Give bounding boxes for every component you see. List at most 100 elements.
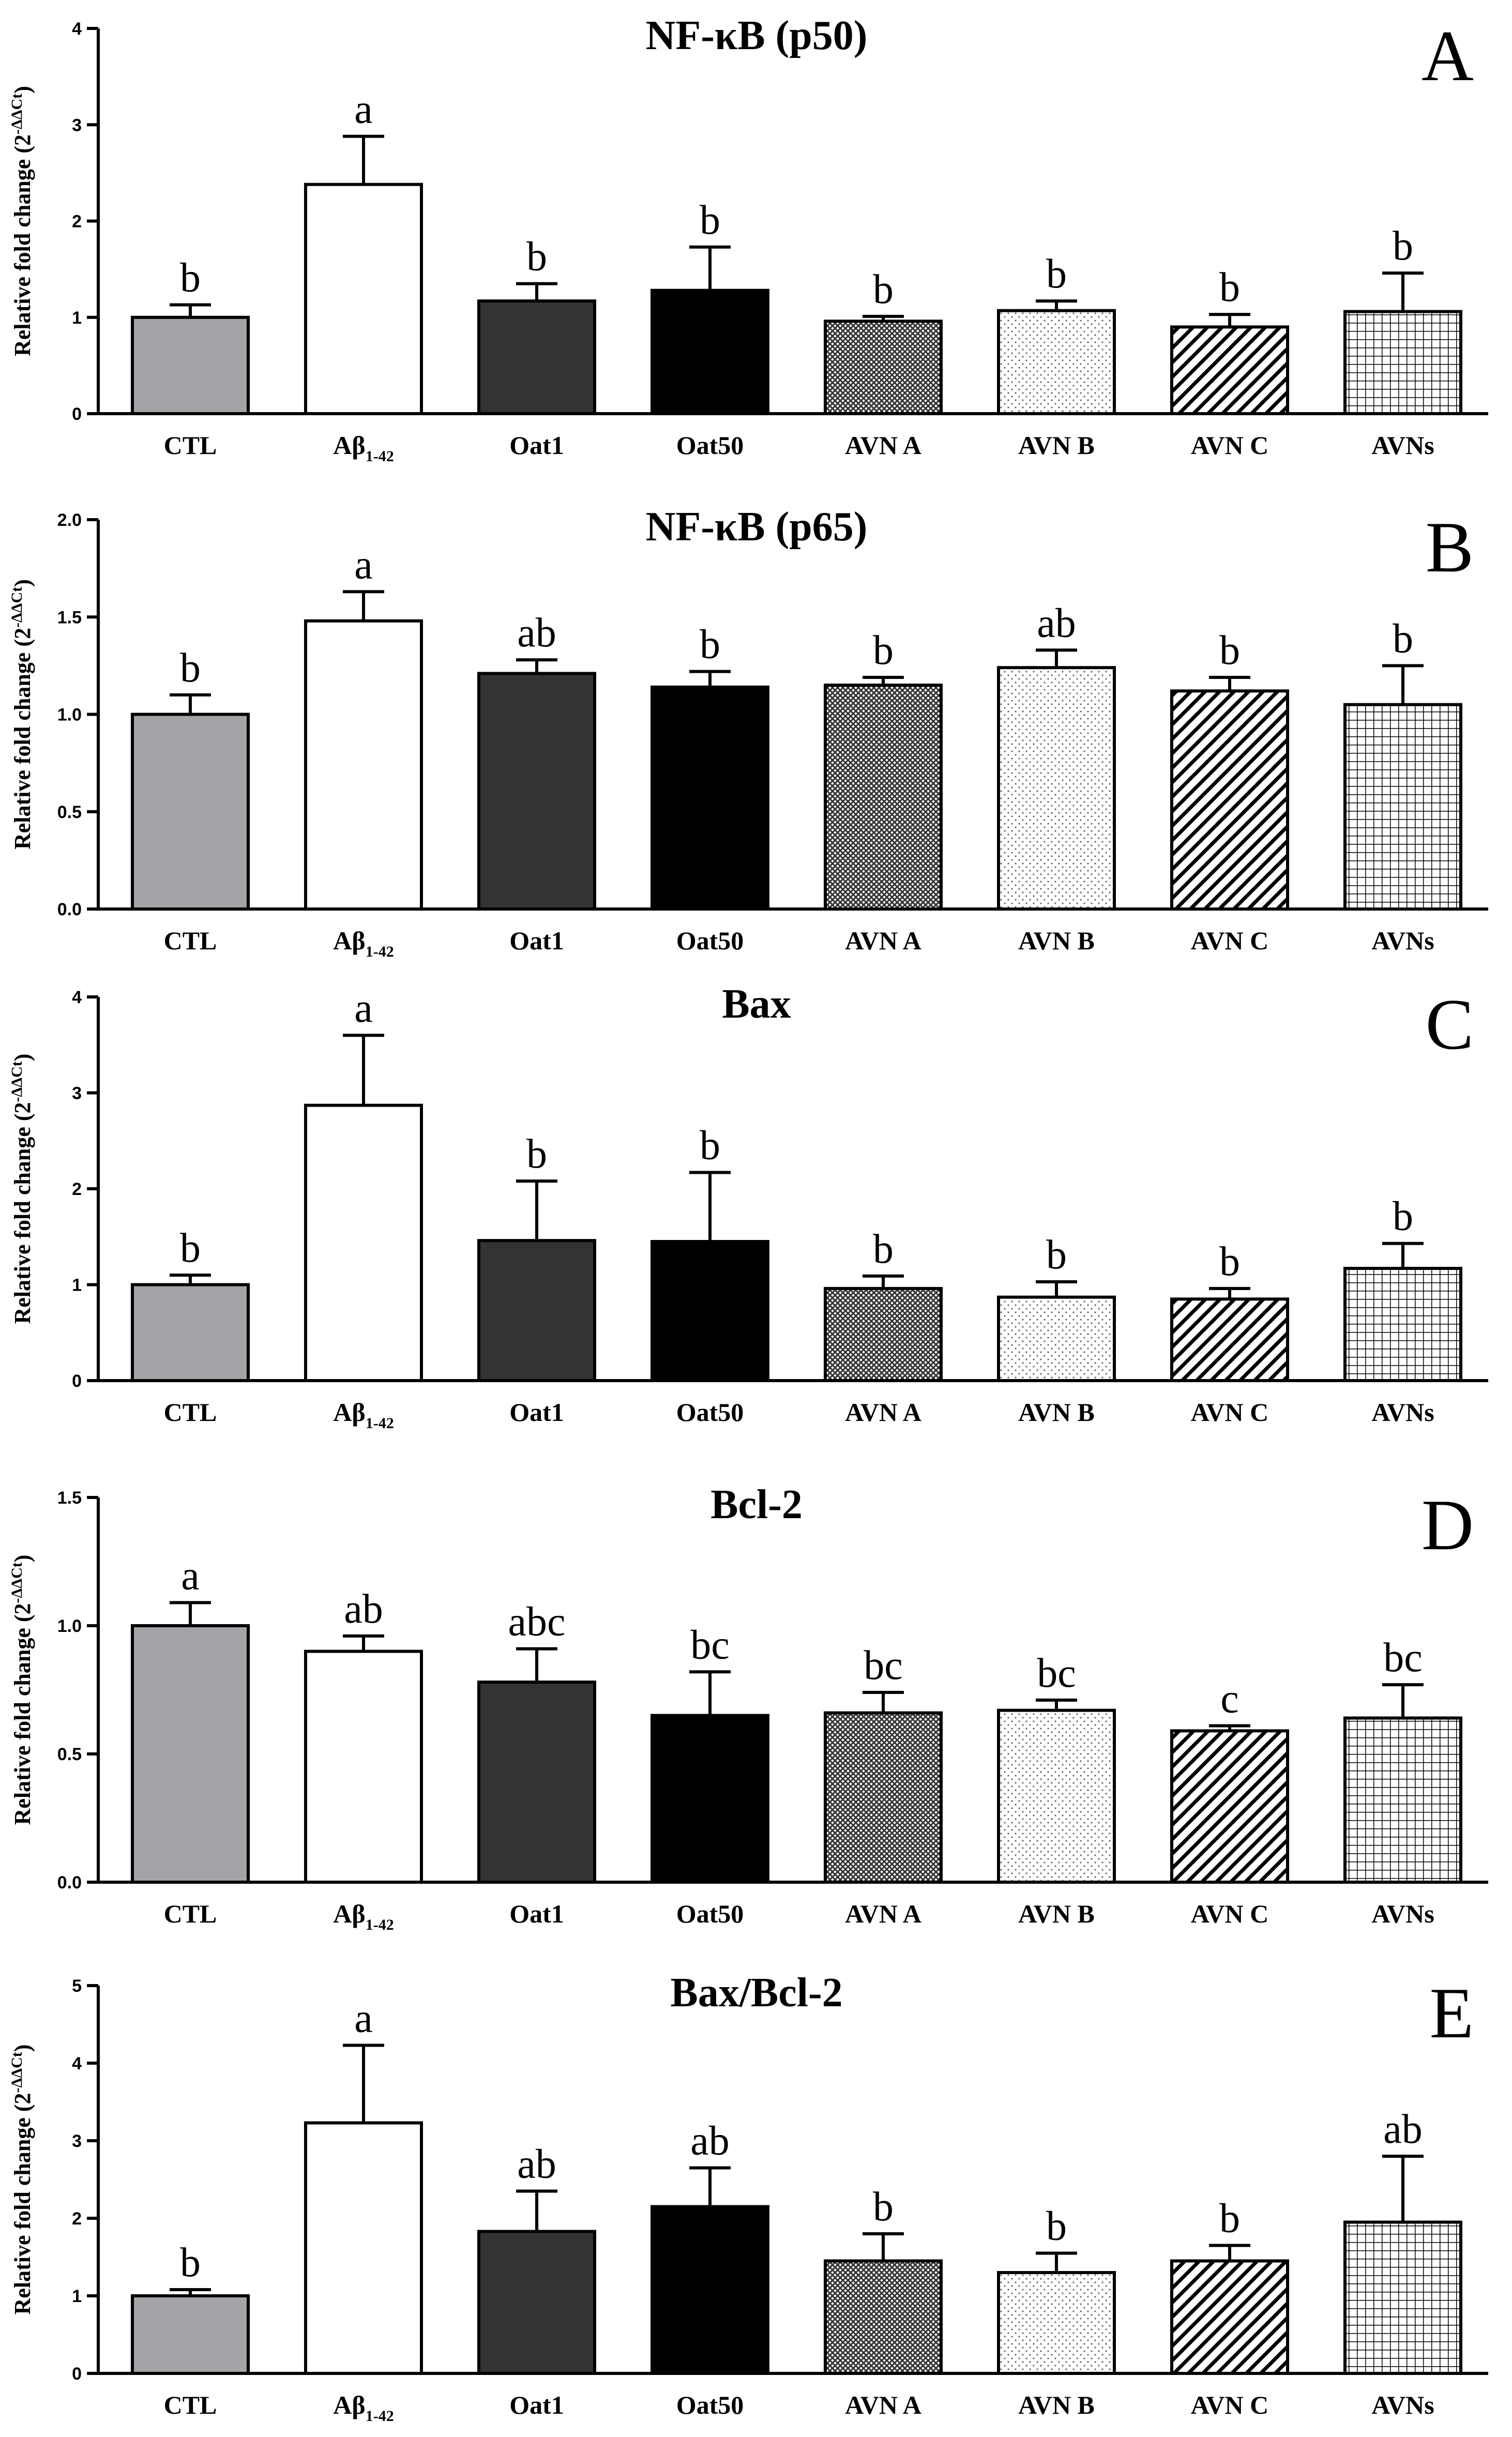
chart-panel-e: 0 1 2 3 4 5 Relative fold change (2-ΔΔCt) Bax/B…	[8, 1970, 1488, 2425]
significance-label: bc	[864, 1643, 903, 1688]
y-tick-label: 0.0	[57, 900, 82, 919]
bar-avn-c	[1170, 689, 1289, 911]
category-label: Oat1	[509, 2390, 564, 2419]
significance-label: b	[1219, 628, 1240, 673]
chart-panel-a: 0 1 2 3 4 Relative fold change (2-ΔΔCt) NF-κB …	[8, 13, 1488, 465]
significance-label: bc	[1037, 1651, 1076, 1696]
category-label: AVN B	[1018, 2390, 1095, 2419]
category-label: AVN C	[1191, 926, 1269, 955]
category-label: AVN C	[1191, 2390, 1269, 2419]
bar-avn-a	[824, 2259, 943, 2375]
chart-panel-c: 0 1 2 3 4 Relative fold change (2-ΔΔCt) Bax Cb C…	[8, 981, 1488, 1432]
significance-label: ab	[1037, 600, 1076, 646]
significance-label: b	[1046, 2204, 1067, 2249]
category-label: Aβ1-42	[333, 1899, 394, 1933]
y-tick-label: 1	[72, 2287, 82, 2306]
significance-label: b	[873, 1227, 894, 1272]
bar-a-	[304, 1103, 423, 1382]
category-label: AVN A	[845, 926, 921, 955]
significance-label: ab	[1383, 2107, 1423, 2152]
y-axis-label: Relative fold change (2-ΔΔCt)	[8, 579, 35, 850]
bar-avn-a	[824, 320, 943, 416]
significance-label: ab	[344, 1586, 383, 1632]
bar-a-	[304, 2121, 423, 2375]
panel-letter: B	[1426, 507, 1474, 587]
bar-avn-b	[997, 1295, 1116, 1382]
significance-label: b	[1219, 2196, 1240, 2242]
category-label: AVN A	[845, 1398, 921, 1427]
category-label: CTL	[164, 1899, 217, 1928]
y-axis-label: Relative fold change (2-ΔΔCt)	[8, 2045, 35, 2315]
significance-label: b	[700, 1123, 720, 1168]
category-label: Oat1	[509, 926, 564, 955]
bar-ctl	[131, 713, 250, 911]
significance-label: b	[1393, 223, 1413, 269]
y-tick-label: 4	[72, 19, 82, 39]
significance-label: abc	[508, 1599, 565, 1645]
significance-label: b	[180, 645, 201, 691]
panels-group: 0 1 2 3 4 Relative fold change (2-ΔΔCt) NF-κB …	[8, 13, 1488, 2425]
category-label: Aβ1-42	[333, 926, 394, 960]
significance-label: b	[526, 1131, 547, 1177]
panel-letter: C	[1426, 985, 1474, 1065]
significance-label: b	[180, 1225, 201, 1271]
bar-avns	[1343, 1266, 1462, 1383]
chart-title: Bax/Bcl-2	[670, 1970, 842, 2016]
category-label: AVNs	[1371, 1899, 1434, 1928]
chart-title: NF-κB (p50)	[646, 13, 868, 58]
bar-oat1	[477, 299, 596, 416]
category-label: Oat50	[676, 1398, 744, 1427]
bar-avns	[1343, 703, 1462, 911]
y-tick-label: 0.0	[57, 1873, 82, 1893]
bar-oat50	[651, 1714, 769, 1884]
category-label: Oat50	[676, 2390, 744, 2419]
category-label: Oat50	[676, 926, 744, 955]
significance-label: b	[1046, 1232, 1067, 1278]
y-tick-label: 5	[72, 1976, 82, 1996]
bar-a-	[304, 1649, 423, 1884]
significance-label: ab	[517, 2142, 556, 2187]
bar-avn-a	[824, 684, 943, 911]
y-tick-label: 0.5	[57, 1745, 82, 1764]
category-label: Oat1	[509, 431, 564, 460]
bar-oat1	[477, 1239, 596, 1382]
significance-label: a	[354, 542, 373, 587]
y-tick-label: 1	[72, 308, 82, 328]
bar-oat1	[477, 1681, 596, 1884]
bar-avn-c	[1170, 1729, 1289, 1884]
category-label: Aβ1-42	[333, 431, 394, 465]
bar-avn-c	[1170, 1297, 1289, 1382]
bar-avn-b	[997, 2271, 1116, 2375]
chart-panel-d: 0.0 0.5 1.0 1.5 Relative fold change (2-ΔΔCt…	[8, 1482, 1488, 1933]
significance-label: ab	[517, 610, 556, 656]
category-label: CTL	[164, 431, 217, 460]
significance-label: b	[1219, 1239, 1240, 1284]
category-label: Oat1	[509, 1899, 564, 1928]
significance-label: b	[526, 234, 547, 280]
category-label: AVN C	[1191, 431, 1269, 460]
category-label: Oat50	[676, 1899, 744, 1928]
chart-title: NF-κB (p65)	[646, 504, 868, 550]
significance-label: b	[700, 622, 720, 668]
chart-panel-b: 0.0 0.5 1.0 1.5 2.0 Relative fold change (2-Δ…	[8, 504, 1488, 960]
y-axis-label: Relative fold change (2-ΔΔCt)	[8, 1555, 35, 1825]
category-label: AVNs	[1371, 1398, 1434, 1427]
category-label: AVN C	[1191, 1398, 1269, 1427]
significance-label: b	[1046, 251, 1067, 297]
bar-ctl	[131, 1283, 250, 1382]
y-tick-label: 1.0	[57, 705, 82, 725]
category-label: AVN A	[845, 431, 921, 460]
bar-a-	[304, 619, 423, 911]
significance-label: b	[873, 267, 894, 312]
category-label: AVN C	[1191, 1899, 1269, 1928]
y-tick-label: 2	[72, 2209, 82, 2229]
y-tick-label: 1.0	[57, 1616, 82, 1636]
y-tick-label: 3	[72, 1084, 82, 1103]
significance-label: b	[1393, 616, 1413, 661]
significance-label: b	[873, 628, 894, 673]
significance-label: a	[354, 986, 373, 1031]
y-tick-label: 3	[72, 2131, 82, 2151]
bar-ctl	[131, 1624, 250, 1884]
y-tick-label: 3	[72, 115, 82, 135]
